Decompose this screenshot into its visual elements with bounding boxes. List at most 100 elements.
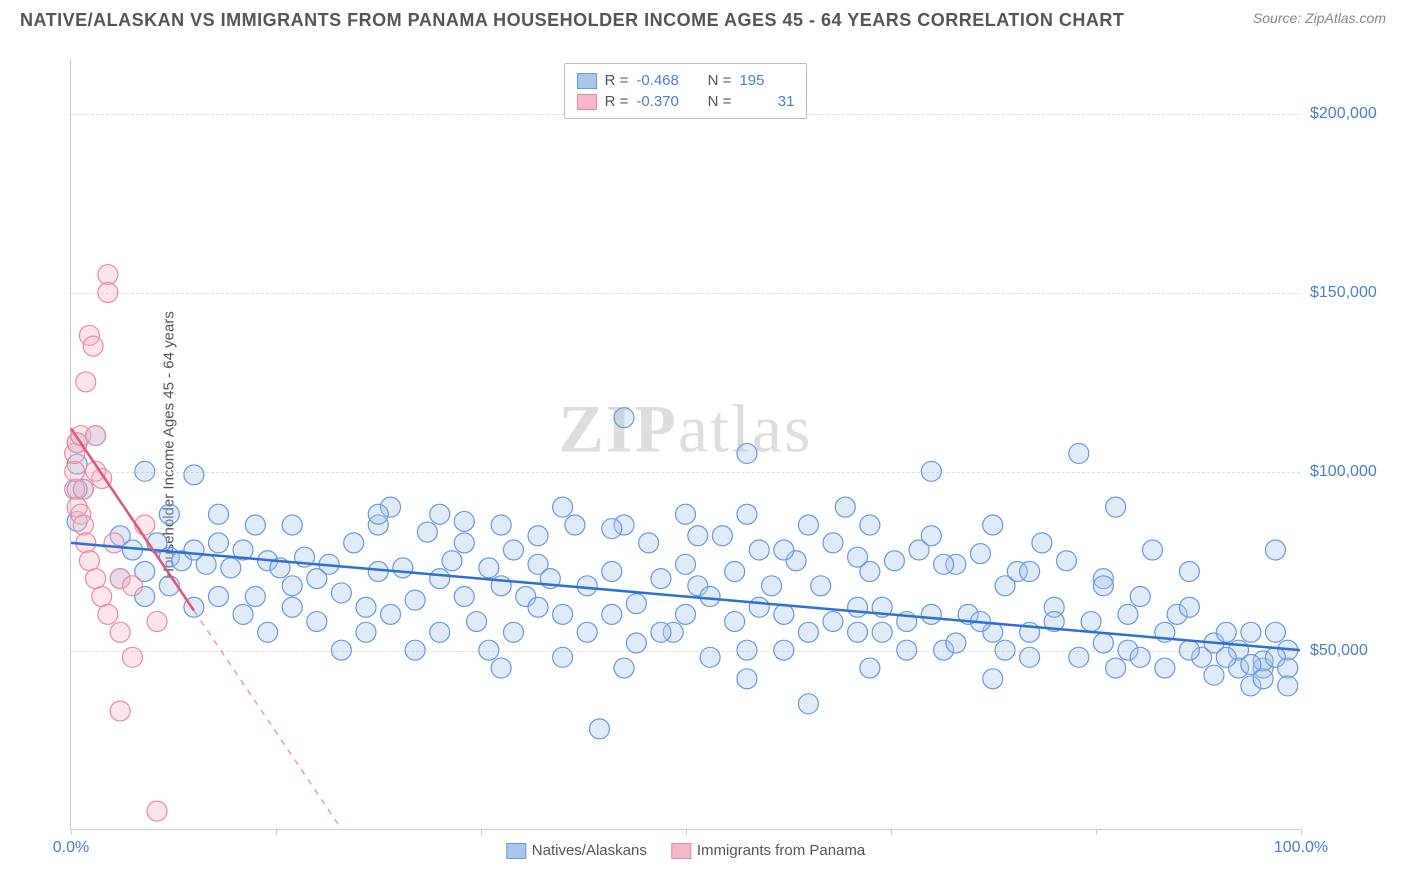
data-point [798,622,818,642]
data-point [1179,561,1199,581]
data-point [823,533,843,553]
data-point [1253,669,1273,689]
data-point [798,694,818,714]
data-point [159,504,179,524]
data-point [749,540,769,560]
data-point [79,551,99,571]
legend-item-series2: Immigrants from Panama [671,842,865,859]
data-point [1106,497,1126,517]
data-point [712,526,732,546]
data-point [110,701,130,721]
data-point [798,515,818,535]
data-point [368,504,388,524]
data-point [553,497,573,517]
data-point [848,622,868,642]
data-point [135,515,155,535]
data-point [86,426,106,446]
data-point [651,622,671,642]
data-point [184,465,204,485]
data-point [1265,540,1285,560]
data-point [73,479,93,499]
data-point [104,533,124,553]
data-point [135,461,155,481]
data-point [1020,561,1040,581]
data-point [1069,647,1089,667]
data-point [73,515,93,535]
data-point [774,540,794,560]
data-point [454,533,474,553]
data-point [700,647,720,667]
data-point [98,283,118,303]
data-point [1020,647,1040,667]
legend-swatch-series2 [671,843,691,859]
data-point [331,583,351,603]
legend-label-series1: Natives/Alaskans [532,842,647,859]
data-point [1204,665,1224,685]
data-point [995,640,1015,660]
data-point [430,504,450,524]
r-value-series1: -0.468 [636,72,691,89]
legend-item-series1: Natives/Alaskans [506,842,647,859]
data-point [479,558,499,578]
y-tick-label: $50,000 [1310,642,1368,660]
data-point [65,461,85,481]
data-point [503,540,523,560]
y-tick-label: $150,000 [1310,284,1377,302]
data-point [1081,612,1101,632]
data-point [1118,604,1138,624]
data-point [602,519,622,539]
data-point [122,576,142,596]
data-point [196,554,216,574]
x-tick-label: 0.0% [53,839,89,857]
data-point [491,515,511,535]
y-tick-label: $100,000 [1310,463,1377,481]
data-point [1130,587,1150,607]
data-point [1032,533,1052,553]
data-point [626,594,646,614]
source-attribution: Source: ZipAtlas.com [1253,10,1386,26]
data-point [1179,597,1199,617]
data-point [860,658,880,678]
data-point [528,526,548,546]
data-point [405,590,425,610]
swatch-series1 [577,73,597,89]
data-point [884,551,904,571]
data-point [92,587,112,607]
y-tick-label: $200,000 [1310,105,1377,123]
data-point [737,669,757,689]
chart-title: NATIVE/ALASKAN VS IMMIGRANTS FROM PANAMA… [20,10,1124,31]
legend-bottom: Natives/Alaskans Immigrants from Panama [506,842,865,859]
data-point [774,640,794,660]
data-point [258,622,278,642]
data-point [676,504,696,524]
data-point [983,515,1003,535]
data-point [208,587,228,607]
data-point [417,522,437,542]
data-point [454,511,474,531]
data-point [245,515,265,535]
trend-line-dash [194,610,341,829]
r-label: R = [605,72,629,89]
chart-container: Householder Income Ages 45 - 64 years ZI… [50,60,1350,830]
data-point [405,640,425,660]
data-point [737,640,757,660]
data-point [614,408,634,428]
data-point [442,551,462,571]
data-point [897,640,917,660]
data-point [147,801,167,821]
data-point [110,622,130,642]
data-point [503,622,523,642]
data-point [147,612,167,632]
data-point [1278,676,1298,696]
data-point [835,497,855,517]
data-point [393,558,413,578]
n-label: N = [699,72,731,89]
data-point [1093,576,1113,596]
data-point [233,604,253,624]
data-point [651,569,671,589]
data-point [749,597,769,617]
data-point [626,633,646,653]
data-point [1179,640,1199,660]
data-point [307,612,327,632]
data-point [356,597,376,617]
